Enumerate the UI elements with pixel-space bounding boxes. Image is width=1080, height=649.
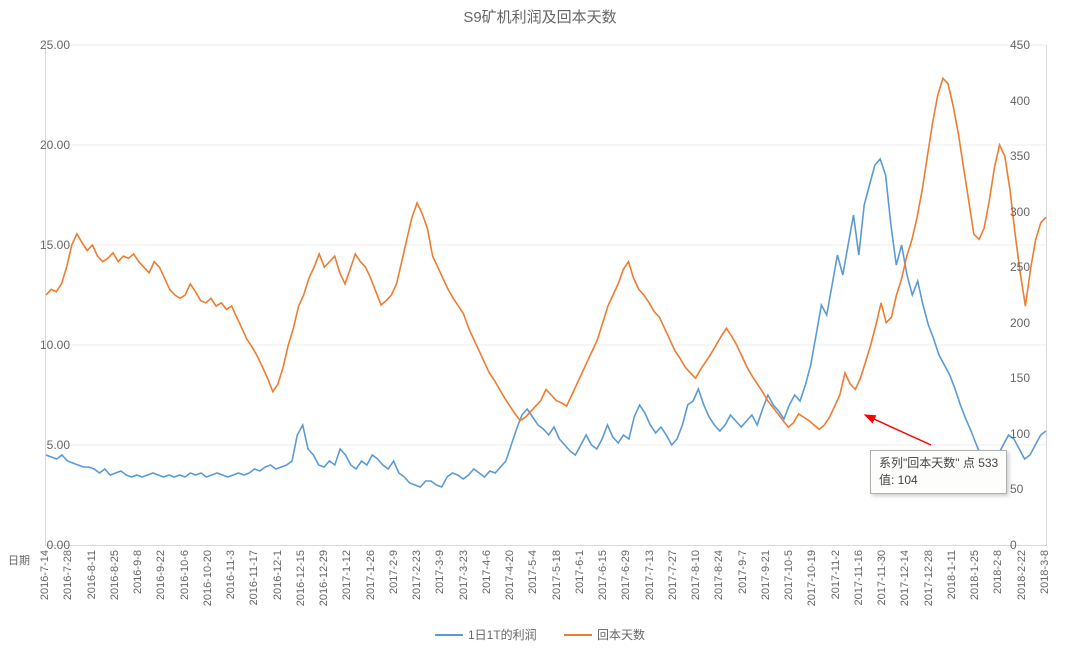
x-tick: 2016-9-8 (132, 550, 144, 594)
x-tick: 2016-12-29 (318, 550, 330, 606)
data-point-tooltip: 系列"回本天数" 点 533 值: 104 (870, 450, 1007, 494)
y-left-tick: 15.00 (30, 238, 70, 252)
x-tick: 2017-8-10 (690, 550, 702, 600)
x-tick: 2017-11-16 (853, 550, 865, 605)
tooltip-line-2: 值: 104 (879, 472, 998, 489)
x-tick: 2017-11-30 (876, 550, 888, 605)
tooltip-line-1: 系列"回本天数" 点 533 (879, 455, 998, 472)
x-tick: 2017-11-2 (830, 550, 842, 599)
y-right-tick: 250 (1010, 260, 1050, 274)
x-tick: 2017-4-6 (481, 550, 493, 594)
y-left-tick: 25.00 (30, 38, 70, 52)
x-axis-title: 日期 (8, 552, 30, 568)
x-tick: 2016-11-3 (225, 550, 237, 599)
x-tick: 2017-2-9 (388, 550, 400, 594)
y-right-tick: 300 (1010, 205, 1050, 219)
legend-label-payback: 回本天数 (597, 626, 645, 643)
x-tick: 2017-9-21 (760, 550, 772, 600)
x-tick: 2018-1-25 (969, 550, 981, 600)
x-tick: 2017-5-4 (527, 550, 539, 594)
annotation-arrow (865, 415, 931, 445)
x-axis-labels: 2016-7-142016-7-282016-8-112016-8-252016… (45, 550, 1045, 625)
x-tick: 2016-12-1 (272, 550, 284, 600)
x-tick: 2017-6-1 (574, 550, 586, 594)
x-tick: 2016-7-28 (62, 550, 74, 600)
y-right-tick: 150 (1010, 371, 1050, 385)
y-left-tick: 20.00 (30, 138, 70, 152)
x-tick: 2017-3-9 (434, 550, 446, 594)
x-tick: 2017-7-27 (667, 550, 679, 600)
y-right-tick: 350 (1010, 149, 1050, 163)
x-tick: 2016-11-17 (248, 550, 260, 605)
x-tick: 2017-10-19 (806, 550, 818, 606)
x-tick: 2017-8-24 (713, 550, 725, 600)
x-tick: 2017-7-13 (644, 550, 656, 600)
legend-item-payback: 回本天数 (564, 626, 645, 643)
x-tick: 2017-2-23 (411, 550, 423, 600)
y-right-tick: 450 (1010, 38, 1050, 52)
y-right-tick: 50 (1010, 482, 1050, 496)
x-tick: 2017-6-29 (620, 550, 632, 600)
x-tick: 2017-12-14 (899, 550, 911, 606)
x-tick: 2016-10-6 (179, 550, 191, 600)
x-tick: 2016-12-15 (295, 550, 307, 606)
x-tick: 2017-12-28 (923, 550, 935, 606)
x-tick: 2017-1-12 (341, 550, 353, 600)
series-line (46, 78, 1046, 429)
legend-swatch-payback (564, 634, 592, 636)
x-tick: 2017-6-15 (597, 550, 609, 600)
x-tick: 2017-9-7 (737, 550, 749, 594)
x-tick: 2018-2-22 (1016, 550, 1028, 600)
x-tick: 2016-8-25 (109, 550, 121, 600)
x-tick: 2016-7-14 (39, 550, 51, 600)
y-right-tick: 400 (1010, 94, 1050, 108)
legend-label-profit: 1日1T的利润 (468, 626, 537, 643)
x-tick: 2016-8-11 (86, 550, 98, 599)
x-tick: 2017-4-20 (504, 550, 516, 600)
x-tick: 2016-10-20 (202, 550, 214, 606)
chart-legend: 1日1T的利润 回本天数 (0, 625, 1080, 644)
x-tick: 2018-2-8 (992, 550, 1004, 594)
series-line (46, 159, 1046, 487)
x-tick: 2016-9-22 (155, 550, 167, 600)
x-tick: 2017-10-5 (783, 550, 795, 600)
y-left-tick: 10.00 (30, 338, 70, 352)
legend-swatch-profit (435, 634, 463, 636)
x-tick: 2017-3-23 (458, 550, 470, 600)
legend-item-profit: 1日1T的利润 (435, 626, 537, 643)
chart-title: S9矿机利润及回本天数 (0, 6, 1080, 27)
x-tick: 2018-3-8 (1039, 550, 1051, 594)
x-tick: 2017-5-18 (551, 550, 563, 600)
x-tick: 2018-1-11 (946, 550, 958, 599)
chart-container: S9矿机利润及回本天数 0.005.0010.0015.0020.0025.00… (0, 0, 1080, 649)
y-right-tick: 200 (1010, 316, 1050, 330)
y-left-tick: 5.00 (30, 438, 70, 452)
y-right-tick: 100 (1010, 427, 1050, 441)
x-tick: 2017-1-26 (365, 550, 377, 600)
